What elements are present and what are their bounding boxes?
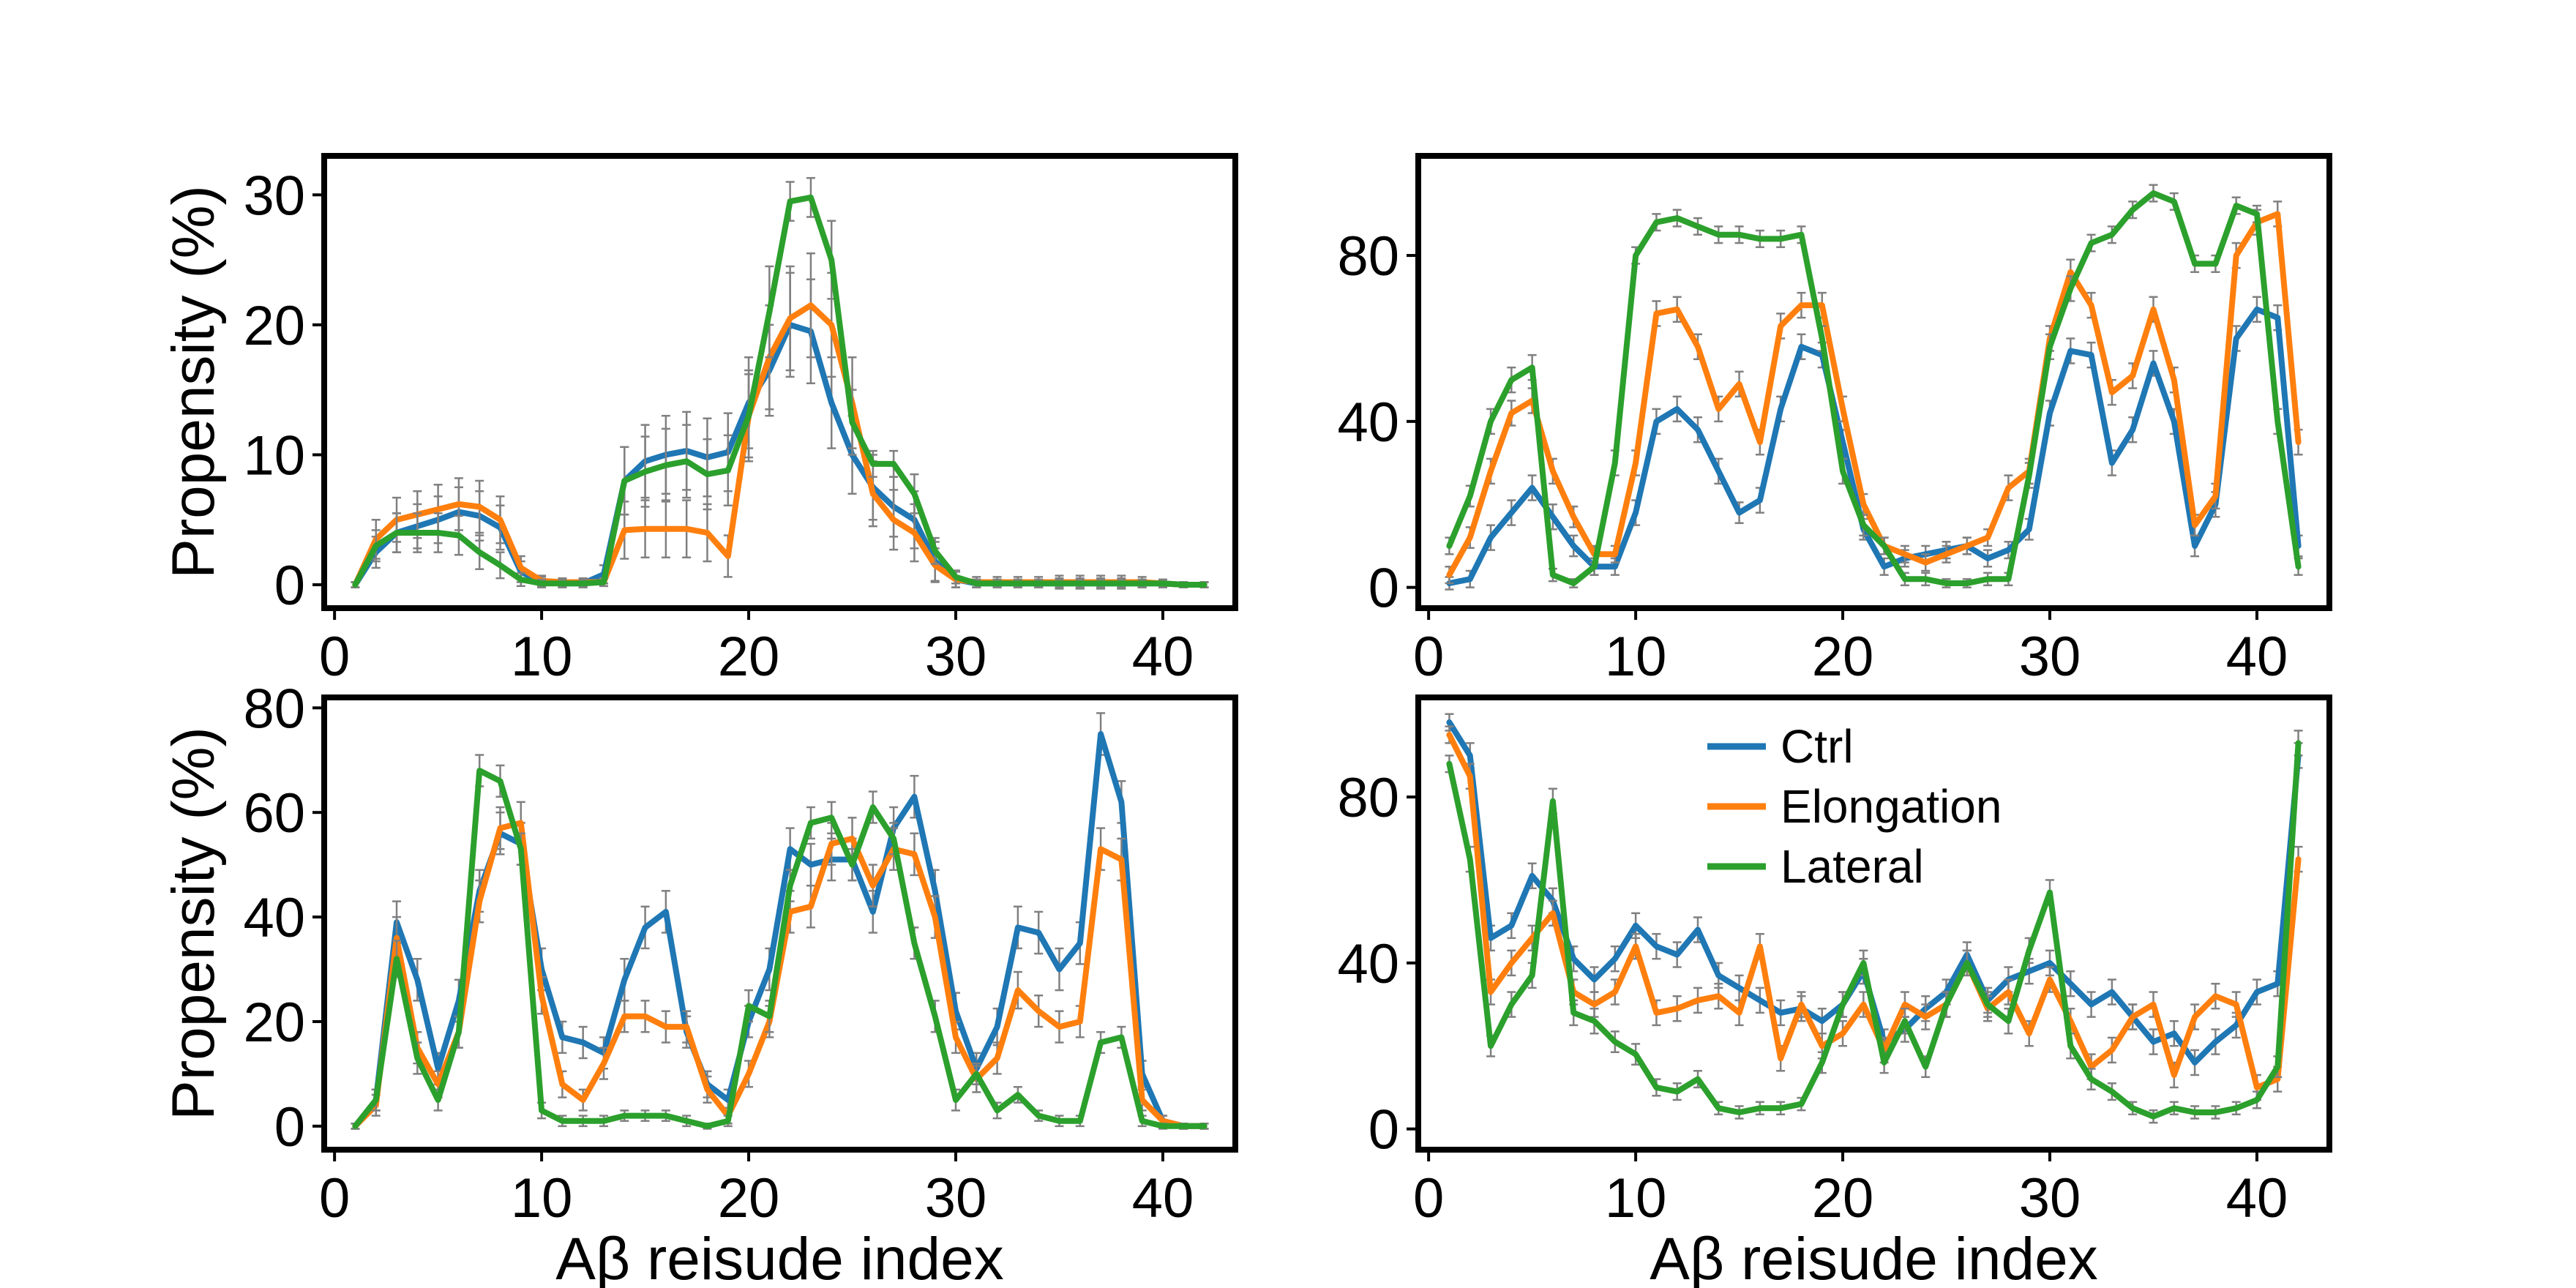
subplot-bottom-right: 0 10 20 30 40 0 40 80 Aβ reisude index Ctrl Elonga… (1337, 694, 2332, 1288)
x-tick-label: 40 (2226, 626, 2288, 688)
x-tick-label: 20 (718, 626, 780, 688)
series-line-elongation (1446, 211, 2302, 578)
series-line-elongation (1446, 732, 2302, 1090)
x-axis-label: Aβ reisude index (1650, 1226, 2097, 1288)
y-tick-label: 60 (243, 782, 305, 845)
y-tick-label: 40 (1337, 392, 1399, 454)
y-tick-label: 80 (1337, 767, 1399, 829)
x-tick-label: 0 (1413, 626, 1444, 688)
y-tick-label: 40 (1337, 933, 1399, 995)
plot-frame (1415, 153, 2332, 611)
x-tick-label: 10 (1605, 626, 1667, 688)
plot-frame (1415, 694, 2332, 1153)
y-tick-label: 0 (274, 1096, 305, 1158)
x-tick-label: 30 (2019, 626, 2081, 688)
plot-area (1418, 697, 2329, 1150)
legend: Ctrl Elongation Lateral (1707, 720, 2002, 893)
y-tick-label: 30 (243, 165, 305, 227)
x-axis-label: Aβ reisude index (555, 1226, 1003, 1288)
x-tick-label: 40 (1132, 626, 1194, 688)
legend-label-ctrl: Ctrl (1781, 720, 1854, 773)
series-lateral (351, 176, 1209, 588)
x-tick-label: 40 (2226, 1167, 2288, 1229)
x-tick-label: 30 (925, 626, 987, 688)
series-elongation (1445, 725, 2303, 1101)
y-tick-label: 80 (1337, 225, 1399, 288)
x-tick-label: 20 (718, 1167, 780, 1229)
x-tick-label: 0 (319, 1167, 350, 1229)
x-tick-label: 10 (511, 1167, 573, 1229)
y-tick-label: 40 (243, 887, 305, 949)
x-tick-label: 20 (1812, 626, 1874, 688)
y-axis-label: Propensity (%) (160, 185, 227, 579)
x-tick-label: 0 (319, 626, 350, 688)
series-lateral (1445, 730, 2303, 1124)
subplot-top-right: 0 10 20 30 40 0 40 80 (1337, 153, 2332, 688)
x-tick-label: 20 (1812, 1167, 1874, 1229)
y-tick-label: 80 (243, 678, 305, 740)
x-tick-label: 0 (1413, 1167, 1444, 1229)
y-tick-label: 0 (1368, 1099, 1399, 1161)
subplot-bottom-left: 0 10 20 30 40 0 20 40 60 80 Propensity (%) Aβ reisu… (160, 678, 1238, 1288)
y-tick-label: 0 (1368, 558, 1399, 620)
y-tick-label: 20 (243, 295, 305, 357)
legend-label-elongation: Elongation (1781, 780, 2002, 833)
y-tick-label: 0 (274, 555, 305, 617)
y-tick-label: 10 (243, 424, 305, 487)
series-line-lateral (1446, 190, 2302, 586)
x-tick-label: 30 (2019, 1167, 2081, 1229)
series-line-lateral (1446, 740, 2302, 1120)
series-line-lateral (352, 768, 1208, 1129)
y-axis-label: Propensity (%) (160, 727, 227, 1120)
series-lateral (351, 754, 1209, 1130)
x-tick-label: 30 (925, 1167, 987, 1229)
x-tick-label: 10 (511, 626, 573, 688)
subplot-top-left: 0 10 20 30 40 0 10 20 30 Propensity (%) (160, 153, 1238, 688)
legend-label-lateral: Lateral (1781, 840, 1924, 893)
series-lateral (1445, 184, 2303, 588)
plot-frame (321, 153, 1238, 611)
x-tick-label: 40 (1132, 1167, 1194, 1229)
y-tick-label: 20 (243, 992, 305, 1054)
plot-frame (321, 694, 1238, 1153)
x-tick-label: 10 (1605, 1167, 1667, 1229)
series-line-lateral (352, 194, 1208, 588)
